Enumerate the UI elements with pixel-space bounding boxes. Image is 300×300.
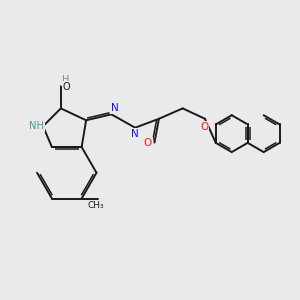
Text: O: O xyxy=(62,82,70,92)
Text: N: N xyxy=(111,103,119,113)
Text: O: O xyxy=(144,138,152,148)
Text: H: H xyxy=(61,75,69,85)
Text: NH: NH xyxy=(29,121,44,131)
Text: O: O xyxy=(200,122,208,132)
Text: CH₃: CH₃ xyxy=(87,201,104,210)
Text: N: N xyxy=(131,129,138,139)
